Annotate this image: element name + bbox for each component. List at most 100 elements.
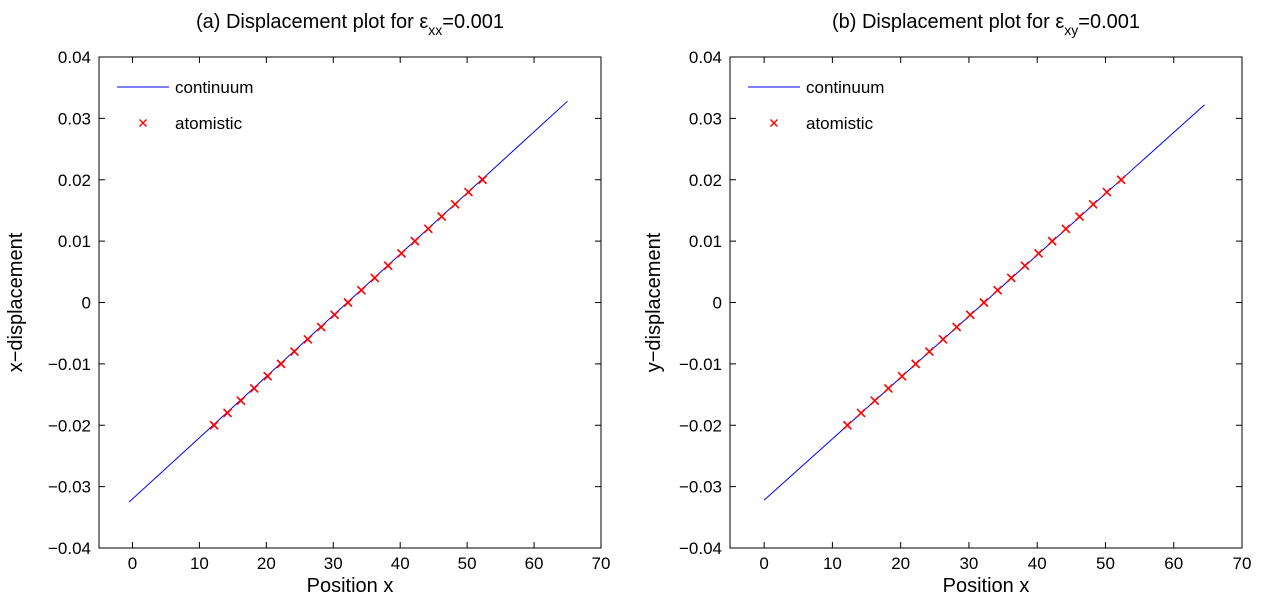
atomistic-point [276, 359, 286, 369]
marker-stroke [209, 420, 219, 430]
atomistic-point [370, 273, 380, 283]
atomistic-point [965, 310, 975, 320]
marker-stroke [924, 347, 934, 357]
atomistic-point [450, 199, 460, 209]
marker-stroke [1006, 273, 1016, 283]
atomistic-point [897, 371, 907, 381]
atomistic-point [330, 310, 340, 320]
legend-label-atomistic: atomistic [175, 114, 243, 133]
atomistic-point [1074, 212, 1085, 222]
atomistic-point [1047, 236, 1057, 246]
y-tick-label: −0.04 [48, 539, 91, 558]
y-tick-label: 0 [713, 294, 722, 313]
marker-stroke [139, 119, 147, 127]
atomistic-point [437, 212, 447, 222]
y-tick-label: −0.04 [679, 539, 722, 558]
marker-stroke [911, 359, 921, 369]
x-tick-label: 50 [458, 554, 477, 573]
y-tick-label: 0 [82, 294, 91, 313]
legend-label-continuum: continuum [175, 78, 253, 97]
atomistic-point [356, 285, 366, 295]
x-tick-label: 0 [759, 554, 768, 573]
x-tick-label: 40 [1028, 554, 1047, 573]
atomistic-point [856, 408, 866, 418]
atomistic-point [842, 420, 852, 430]
marker-stroke [1074, 212, 1085, 222]
x-tick-label: 60 [525, 554, 544, 573]
x-tick-label: 10 [190, 554, 209, 573]
y-tick-label: 0.02 [58, 171, 91, 190]
y-tick-label: −0.03 [679, 478, 722, 497]
legend-label-continuum: continuum [806, 78, 884, 97]
plot-area [729, 56, 1243, 549]
marker-stroke [263, 371, 273, 381]
chart-title-main: (a) Displacement plot for ε [196, 11, 428, 33]
atomistic-point [289, 347, 300, 357]
atomistic-point [343, 297, 353, 308]
atomistic-point [222, 408, 233, 418]
y-axis-label: x−displacement [5, 232, 27, 372]
atomistic-point [410, 236, 420, 246]
marker-stroke [303, 334, 313, 344]
atomistic-point [249, 383, 259, 393]
marker-stroke [856, 408, 866, 418]
atomistic-point [1088, 199, 1098, 209]
legend: continuum atomistic [117, 78, 253, 133]
atomistic-point [1006, 273, 1016, 283]
atomistic-point [263, 371, 273, 381]
atomistic-point [911, 359, 921, 369]
marker-stroke [1061, 224, 1071, 234]
marker-stroke [938, 334, 948, 344]
marker-stroke [883, 383, 893, 393]
plot-area [98, 56, 602, 549]
marker-stroke [289, 347, 300, 357]
marker-stroke [410, 236, 420, 246]
marker-stroke [356, 285, 366, 295]
x-axis-label: Position x [307, 575, 394, 597]
chart-b: 0 10 20 30 40 50 60 70 −0.04 −0.03 −0.02 −0.01 0 0.01… [643, 11, 1251, 597]
x-tick-label: 30 [959, 554, 978, 573]
atomistic-point [979, 297, 989, 308]
marker-stroke [952, 322, 962, 332]
marker-stroke [450, 199, 460, 209]
marker-stroke [463, 187, 474, 197]
y-tick-label: −0.01 [679, 355, 722, 374]
y-tick-label: 0.04 [689, 48, 722, 67]
atomistic-point [423, 224, 433, 234]
marker-stroke [1102, 187, 1112, 197]
marker-stroke [993, 285, 1003, 295]
legend-swatch-atomistic [139, 119, 147, 127]
y-tick-label: −0.02 [679, 416, 722, 435]
marker-stroke [870, 396, 880, 406]
x-tick-label: 40 [391, 554, 410, 573]
y-tick-label: 0.02 [689, 171, 722, 190]
legend: continuum atomistic [748, 78, 884, 133]
atomistic-point [316, 322, 326, 332]
marker-stroke [276, 359, 286, 369]
atomistic-point [463, 187, 474, 197]
marker-stroke [383, 261, 393, 271]
marker-stroke [222, 408, 233, 418]
x-tick-label: 60 [1164, 554, 1183, 573]
atomistic-point [1061, 224, 1071, 234]
marker-stroke [236, 396, 246, 406]
y-tick-label: 0.01 [58, 232, 91, 251]
marker-stroke [965, 310, 975, 320]
chart-a: 0 10 20 30 40 50 60 70 −0.04 −0.03 −0.02 −0.01 0 0.01… [5, 11, 610, 597]
atomistic-point [303, 334, 313, 344]
atomistic-point [870, 396, 880, 406]
x-tick-label: 30 [324, 554, 343, 573]
atomistic-point [1033, 248, 1044, 258]
atomistic-point [883, 383, 893, 393]
y-tick-label: 0.01 [689, 232, 722, 251]
atomistic-point [938, 334, 948, 344]
chart-title-subscript: xx [428, 22, 442, 38]
atomistic-point [924, 347, 934, 357]
y-tick-label: −0.01 [48, 355, 91, 374]
y-tick-label: 0.04 [58, 48, 91, 67]
marker-stroke [249, 383, 259, 393]
atomistic-point [1020, 261, 1030, 271]
marker-stroke [897, 371, 907, 381]
marker-stroke [330, 310, 340, 320]
